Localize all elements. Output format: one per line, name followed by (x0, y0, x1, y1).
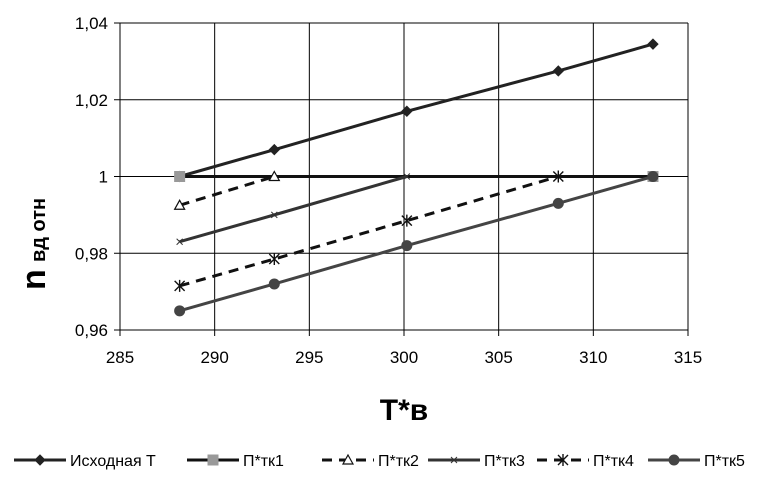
x-tick-label: 290 (200, 348, 228, 367)
series-line (179, 42, 654, 178)
series-group (174, 171, 659, 182)
data-point (401, 214, 413, 227)
x-tick-label: 310 (579, 348, 607, 367)
data-point (173, 199, 186, 210)
data-point (647, 38, 659, 50)
data-point (174, 279, 186, 292)
series-line (179, 175, 408, 244)
data-point (270, 211, 278, 219)
legend-label: П*тк3 (484, 453, 525, 470)
data-point (268, 170, 281, 182)
legend-label: П*тк2 (378, 453, 419, 470)
series-line (179, 175, 654, 313)
legend-marker (450, 456, 458, 464)
legend-label: П*тк1 (243, 453, 284, 470)
legend: Исходная Т П*тк1 П*тк2 П*тк3 П*тк4 П*тк5 (14, 453, 745, 470)
x-axis-title: T*в (380, 394, 428, 427)
data-point (401, 240, 413, 252)
data-point (268, 143, 281, 156)
y-tick-label: 1,04 (75, 14, 108, 33)
legend-item: П*тк4 (537, 453, 634, 470)
legend-label: Исходная Т (70, 453, 156, 470)
y-axis-title: n вд отн (15, 198, 53, 290)
x-tick-label: 295 (295, 348, 323, 367)
data-point (552, 197, 564, 209)
legend-item: П*тк2 (322, 453, 419, 470)
x-tick-label: 300 (390, 348, 418, 367)
series-group (174, 170, 564, 292)
data-point (401, 105, 413, 117)
data-point (403, 173, 411, 180)
y-tick-label: 0,96 (75, 321, 108, 340)
data-point (174, 305, 186, 317)
x-tick-label: 305 (484, 348, 512, 367)
series-group (173, 38, 659, 183)
legend-item: П*тк5 (648, 453, 745, 470)
legend-marker (34, 454, 46, 466)
data-point (552, 65, 565, 77)
data-point (647, 171, 659, 182)
series-group (173, 170, 281, 210)
y-tick-label: 1 (99, 168, 108, 187)
series-group (174, 171, 659, 317)
x-tick-label: 285 (106, 348, 134, 367)
legend-item: П*тк1 (187, 453, 284, 470)
y-tick-label: 1,02 (75, 91, 108, 110)
legend-label: П*тк5 (704, 453, 745, 470)
data-point (174, 171, 186, 182)
y-tick-label: 0,98 (75, 244, 108, 263)
legend-marker (341, 453, 355, 465)
legend-item: Исходная Т (14, 453, 156, 470)
ticks-layer: 285 290 295 300 305 310 315 0,96 0,98 1 1,02 1,04 (75, 14, 702, 367)
legend-label: П*тк4 (593, 453, 634, 470)
data-point (552, 170, 564, 183)
legend-item: П*тк3 (428, 453, 525, 470)
legend-marker (557, 454, 569, 466)
legend-marker (668, 454, 680, 466)
x-tick-label: 315 (674, 348, 702, 367)
series-line (179, 175, 275, 207)
y-axis-title-main: n (15, 269, 53, 290)
data-point (268, 253, 280, 266)
y-axis-title-sub: вд отн (28, 198, 50, 262)
series-line (179, 175, 559, 288)
data-point (268, 278, 280, 290)
series-layer (173, 38, 659, 317)
series-group (176, 173, 411, 246)
data-point (176, 238, 183, 246)
legend-marker (207, 454, 219, 466)
